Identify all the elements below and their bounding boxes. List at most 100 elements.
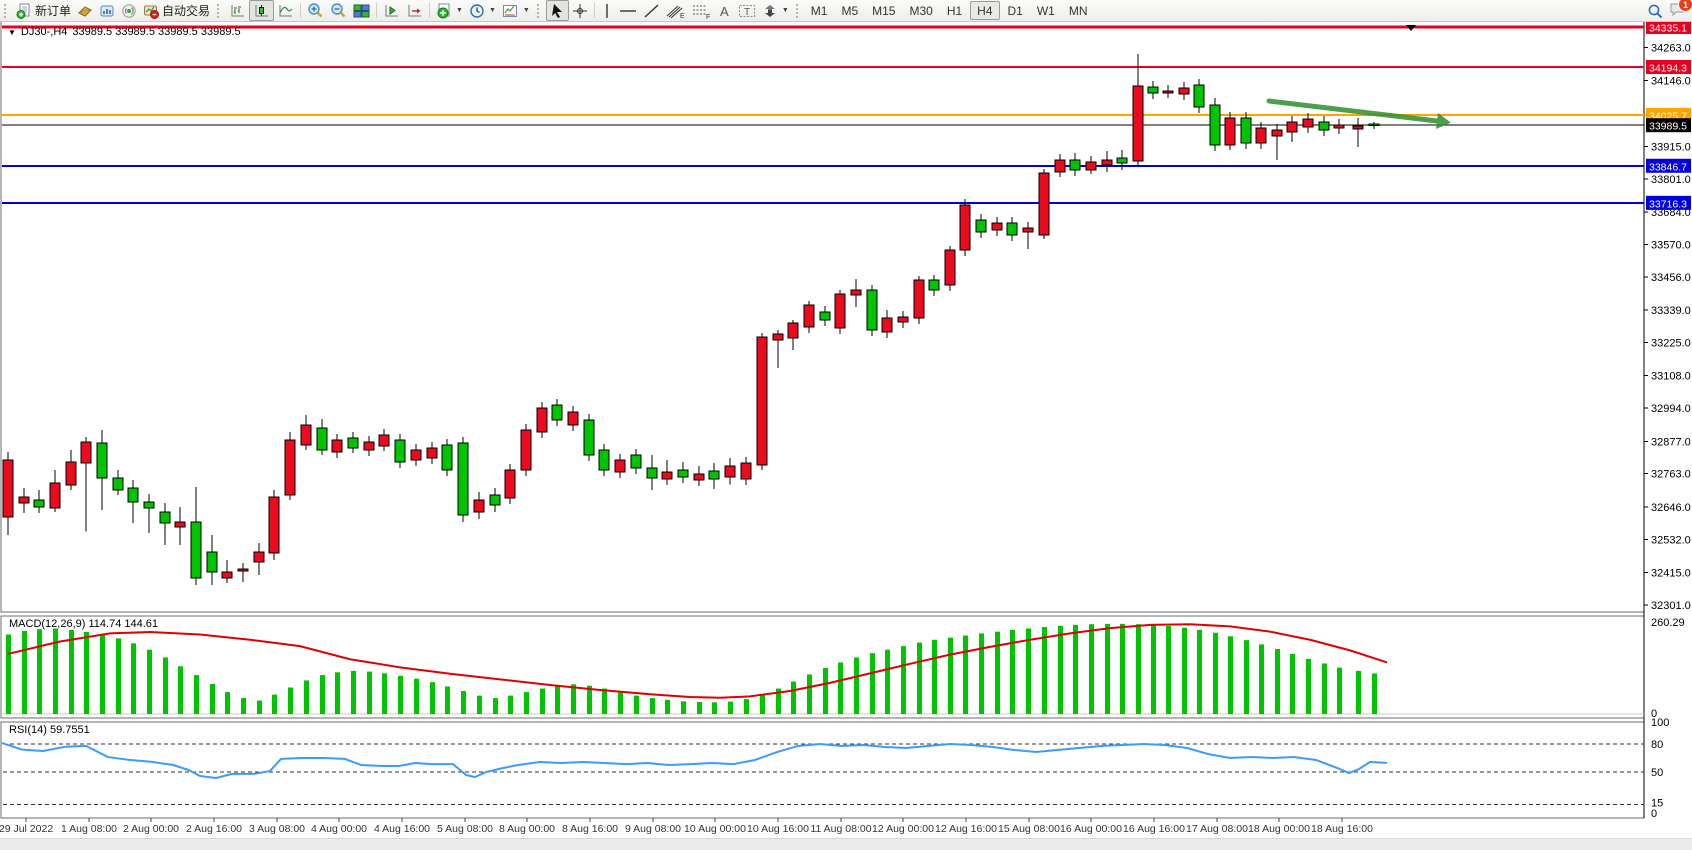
candle-down: [347, 437, 359, 449]
line-chart-type-button[interactable]: [274, 1, 297, 20]
timeframe-button-h4[interactable]: H4: [970, 1, 1000, 20]
candle-down: [1006, 222, 1018, 236]
cursor-tool-button[interactable]: [545, 0, 569, 21]
macd-histogram-bar: [932, 639, 937, 714]
candle-up: [284, 439, 296, 496]
candle-down: [316, 427, 328, 451]
notifications-button[interactable]: 1: [1669, 0, 1692, 20]
timeframe-button-w1[interactable]: W1: [1036, 3, 1055, 18]
price-tick-label: 33684.0: [1651, 207, 1691, 219]
macd-histogram-bar: [477, 695, 482, 714]
timeframe-button-d1[interactable]: D1: [1007, 3, 1023, 18]
time-tick-label: 4 Aug 00:00: [311, 823, 367, 835]
macd-histogram-bar: [194, 675, 199, 714]
fibonacci-tool-button[interactable]: F: [689, 1, 715, 20]
macd-histogram-bar: [618, 692, 623, 714]
price-badge: 33846.7: [1646, 158, 1691, 173]
candle-down: [1147, 86, 1159, 94]
signals-button[interactable]: [118, 1, 140, 20]
timeframe-button-m15[interactable]: M15: [872, 3, 896, 18]
horizontal-line-icon: [619, 9, 636, 12]
candle-down: [819, 311, 831, 321]
symbol-dropdown-icon[interactable]: ▼: [8, 27, 16, 37]
crosshair-tool-button[interactable]: [569, 1, 591, 20]
macd-histogram-bar: [1136, 624, 1141, 714]
arrows-tool-button[interactable]: ▼: [759, 1, 792, 20]
price-tick-label: 32763.0: [1651, 469, 1691, 481]
horizontal-line-tool-button[interactable]: [616, 1, 640, 20]
trend-arrow-annotation[interactable]: [1266, 98, 1451, 129]
macd-histogram-bar: [885, 649, 890, 714]
candle-up: [693, 473, 705, 481]
timeframe-button-mn[interactable]: MN: [1068, 3, 1088, 18]
templates-button[interactable]: ▼: [499, 1, 533, 20]
zoom-in-button[interactable]: [304, 1, 327, 20]
macd-histogram-bar: [1105, 623, 1110, 714]
macd-pane[interactable]: [2, 623, 1644, 715]
candle-up: [65, 461, 77, 486]
candle-down: [677, 469, 689, 478]
candle-up: [1352, 125, 1364, 130]
time-axis[interactable]: [25, 818, 1343, 822]
macd-histogram-bar: [1306, 658, 1311, 714]
rsi-pane[interactable]: [1, 742, 1644, 806]
macd-histogram-bar: [540, 688, 545, 714]
time-tick-label: 10 Aug 16:00: [747, 823, 809, 835]
time-tick-label: 8 Aug 00:00: [499, 823, 555, 835]
search-icon[interactable]: [1647, 3, 1663, 19]
candle-up: [1038, 172, 1050, 236]
text-label-tool-button[interactable]: T: [735, 1, 759, 20]
indicators-button[interactable]: ▼: [433, 1, 466, 20]
macd-histogram-bar: [807, 674, 812, 714]
macd-histogram-bar: [367, 671, 372, 714]
timeframe-button-m30[interactable]: M30: [909, 3, 933, 18]
macd-signal-line: [7, 623, 1388, 699]
candle-down: [394, 439, 406, 463]
candle-up: [787, 322, 799, 339]
trendline-tool-button[interactable]: [640, 1, 663, 20]
text-tool-button[interactable]: A: [715, 1, 735, 20]
auto-trading-button[interactable]: 自动交易: [140, 1, 213, 20]
candle-up: [1255, 127, 1267, 144]
toolbar-drag-handle[interactable]: [217, 3, 223, 18]
candle-up: [253, 551, 265, 563]
tile-windows-button[interactable]: [350, 1, 373, 20]
toolbar-drag-handle[interactable]: [795, 3, 802, 18]
new-order-button[interactable]: 新订单: [13, 1, 74, 20]
auto-scroll-button[interactable]: [380, 1, 403, 20]
timeframe-button-h1[interactable]: H1: [946, 3, 963, 18]
macd-histogram-bar: [681, 701, 686, 714]
chart-menu-arrow-icon[interactable]: [1406, 25, 1416, 31]
candle-up: [614, 459, 626, 473]
bar-chart-type-button[interactable]: [226, 1, 249, 20]
crosshair-icon: [572, 3, 587, 18]
timeframe-button-m1[interactable]: M1: [810, 3, 828, 18]
candle-down: [551, 404, 563, 421]
macd-histogram-bar: [1166, 625, 1171, 714]
time-tick-label: 5 Aug 08:00: [437, 823, 493, 835]
channel-tool-button[interactable]: E: [663, 1, 689, 20]
macd-histogram-bar: [854, 657, 859, 714]
periods-button[interactable]: ▼: [466, 1, 499, 20]
vertical-line-tool-button[interactable]: [598, 1, 616, 20]
zoom-out-button[interactable]: [327, 1, 350, 20]
macd-histogram-bar: [320, 675, 325, 714]
candlestick-chart-type-button[interactable]: [249, 0, 275, 21]
candle-up: [1022, 227, 1034, 233]
macd-histogram-bar: [524, 692, 529, 714]
price-tick-label: 33801.0: [1651, 174, 1691, 186]
candle-up: [897, 316, 909, 323]
svg-text:F: F: [706, 14, 710, 19]
indicators-dropdown-icon: ▼: [456, 7, 463, 14]
time-tick-label: 17 Aug 08:00: [1186, 823, 1248, 835]
toolbar-drag-handle[interactable]: [536, 3, 543, 18]
toolbar-drag-handle[interactable]: [4, 3, 10, 18]
chart-shift-button[interactable]: [403, 1, 426, 20]
macd-histogram-bar: [1244, 640, 1249, 714]
profiles-button[interactable]: [96, 1, 118, 20]
market-watch-button[interactable]: [74, 1, 96, 20]
timeframe-button-m5[interactable]: M5: [841, 3, 859, 18]
candle-up: [1286, 121, 1298, 133]
